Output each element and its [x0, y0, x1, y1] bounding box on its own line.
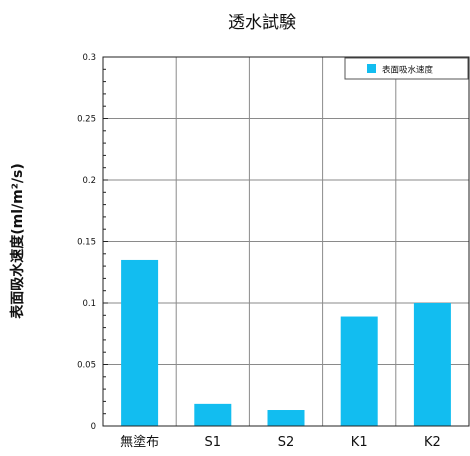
x-axis-tick-labels: 無塗布 S1 S2 K1 K2 [120, 434, 441, 450]
x-tick-label: K1 [351, 435, 368, 450]
y-tick-label: 0.15 [77, 238, 96, 248]
bar-5 [413, 303, 451, 426]
x-tick-label: S1 [205, 435, 222, 450]
y-tick-label: 0.25 [77, 115, 96, 125]
x-tick-label: S2 [278, 435, 295, 450]
bars [121, 259, 451, 426]
y-tick-label: 0 [91, 422, 96, 432]
bar-1 [121, 259, 159, 426]
y-axis-label: 表面吸水速度(ml/m²/s) [9, 163, 26, 319]
bar-2 [194, 403, 232, 426]
plot-frame [102, 56, 470, 427]
legend-label: 表面吸水速度 [382, 65, 434, 76]
y-tick-label: 0.2 [82, 176, 96, 186]
legend-swatch [367, 64, 376, 73]
y-tick-label: 0.1 [82, 299, 96, 309]
legend-box [344, 57, 469, 80]
legend: 表面吸水速度 [344, 57, 469, 80]
x-tick-label: 無塗布 [120, 434, 159, 450]
x-tick-label: K2 [424, 435, 441, 450]
chart-title: 透水試験 [228, 13, 296, 33]
gridlines [103, 57, 469, 426]
bar-3 [267, 410, 305, 426]
y-tick-label: 0.05 [77, 361, 96, 371]
bar-4 [340, 316, 378, 426]
y-tick-label: 0.3 [82, 53, 96, 63]
